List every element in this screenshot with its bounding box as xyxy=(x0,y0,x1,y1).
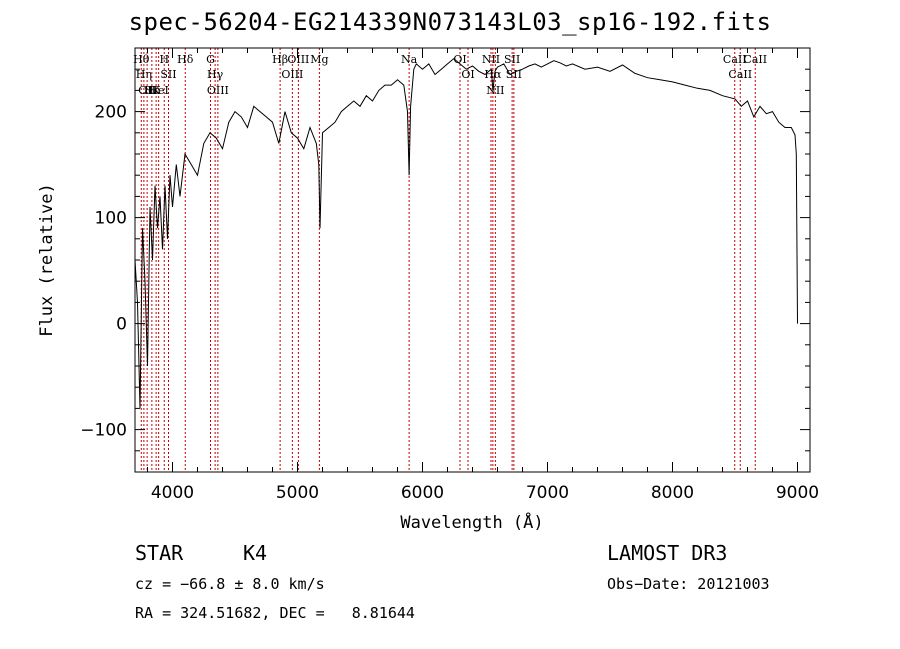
coordinates: RA = 324.51682, DEC = 8.81644 xyxy=(135,604,415,622)
object-class: STAR xyxy=(135,541,184,565)
line-label-11: OIII xyxy=(207,84,229,97)
line-label-14: OIII xyxy=(287,53,309,66)
line-label-22: SII xyxy=(504,53,520,66)
plot-frame xyxy=(134,47,811,473)
line-label-5: HeI xyxy=(148,84,168,97)
line-label-0: Hθ xyxy=(133,53,150,66)
line-label-6: H xyxy=(159,53,169,66)
y-tick-label-0: −100 xyxy=(80,421,127,441)
x-tick-label-1: 5000 xyxy=(276,483,319,503)
line-label-12: Hβ xyxy=(272,53,288,66)
line-label-10: Hγ xyxy=(207,68,224,81)
spectral-line-markers xyxy=(140,48,756,472)
line-label-8: Hδ xyxy=(177,53,194,66)
y-axis: −100 0 100 200 xyxy=(80,47,810,452)
x-axis-label: Wavelength (Å) xyxy=(400,511,543,533)
line-label-13: OIII xyxy=(281,68,303,81)
x-tick-label-5: 9000 xyxy=(776,483,819,503)
x-tick-label-4: 8000 xyxy=(651,483,694,503)
y-axis-label: Flux (relative) xyxy=(37,183,57,337)
x-axis: 4000 5000 6000 7000 8000 9000 xyxy=(147,48,819,503)
line-label-15: Mg xyxy=(310,53,328,66)
line-label-25: CaII xyxy=(728,68,752,81)
series-line-flux xyxy=(134,57,798,409)
y-tick-label-3: 200 xyxy=(95,103,127,123)
line-label-3: Hε xyxy=(144,84,160,97)
line-label-2: OII xyxy=(138,84,156,97)
object-subclass: K4 xyxy=(243,541,268,565)
redshift-velocity: cz = −66.8 ± 8.0 km/s xyxy=(135,575,325,593)
observation-date: Obs−Date: 20121003 xyxy=(607,575,770,593)
line-label-7: SII xyxy=(160,68,176,81)
survey-name: LAMOST DR3 xyxy=(607,541,728,565)
line-label-4: K xyxy=(152,84,161,97)
line-label-17: OI xyxy=(453,53,466,66)
line-label-9: G xyxy=(206,53,215,66)
x-tick-label-2: 6000 xyxy=(401,483,444,503)
y-tick-label-1: 0 xyxy=(116,315,127,335)
x-tick-label-3: 7000 xyxy=(526,483,569,503)
line-label-21: NII xyxy=(486,84,504,97)
line-label-20: Hα xyxy=(484,68,502,81)
line-label-26: CaII xyxy=(743,53,767,66)
line-label-19: NII xyxy=(482,53,500,66)
x-tick-label-0: 4000 xyxy=(151,483,194,503)
line-label-1: Hη xyxy=(136,68,152,81)
line-label-18: OI xyxy=(461,68,474,81)
line-label-16: Na xyxy=(401,53,418,66)
y-tick-label-2: 100 xyxy=(95,209,127,229)
chart-title: spec-56204-EG214339N073143L03_sp16-192.f… xyxy=(128,8,772,36)
line-label-24: CaII xyxy=(723,53,747,66)
spectrum-series xyxy=(134,57,798,409)
